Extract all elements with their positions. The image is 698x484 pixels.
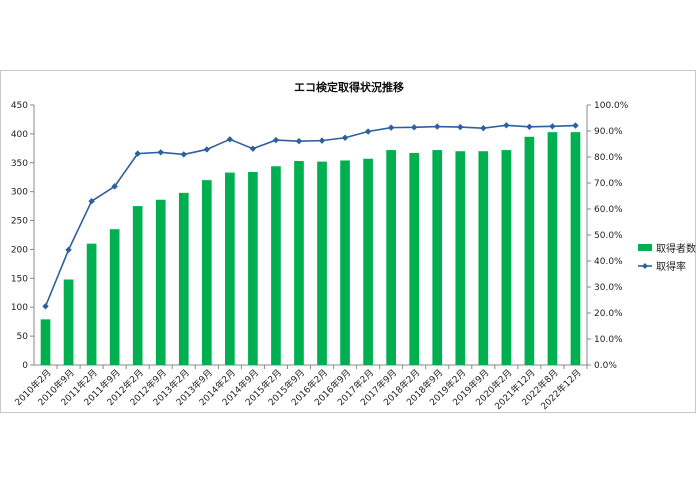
line-point [295, 137, 303, 145]
y-right-tick-label: 20.0% [594, 309, 623, 319]
bar [40, 319, 51, 365]
y-left-tick-label: 200 [11, 245, 28, 255]
bar [547, 132, 558, 365]
legend-label-bar: 取得者数 [656, 242, 696, 255]
bar [86, 243, 97, 365]
bar [524, 136, 535, 365]
line-point [457, 123, 464, 131]
y-left-tick-label: 150 [11, 274, 28, 284]
series-line [44, 124, 576, 307]
legend-label-line: 取得率 [656, 260, 686, 273]
line-point [111, 183, 118, 190]
bar [109, 229, 120, 365]
bar [340, 160, 350, 365]
y-left-tick-label: 50 [17, 332, 29, 342]
legend-line-marker [642, 263, 648, 269]
bar [178, 192, 189, 365]
line-point [272, 136, 280, 144]
line-point [526, 123, 533, 131]
bar [386, 150, 396, 365]
line-point [134, 150, 141, 157]
chart-frame: エコ検定取得状況推移 0 50 100 150 200 250 300 350 400 450 0.… [0, 70, 696, 413]
line-point [65, 246, 72, 254]
bar [201, 180, 212, 365]
bar [132, 206, 143, 365]
y-left-tick-label: 250 [11, 217, 28, 227]
bar [455, 151, 466, 365]
line-point [318, 137, 326, 144]
bar [317, 161, 327, 365]
bar [155, 199, 166, 365]
line-point [503, 122, 510, 129]
y-left-tick-label: 400 [11, 130, 28, 140]
bar [225, 172, 235, 365]
y-left-tick-label: 350 [11, 159, 28, 169]
bar [271, 166, 281, 365]
y-right-tick-label: 100.0% [594, 101, 629, 111]
line-point [203, 146, 211, 153]
y-left-tick-label: 450 [11, 101, 28, 111]
bar [294, 161, 304, 365]
y-left-tick-label: 100 [11, 303, 28, 313]
combo-chart: エコ検定取得状況推移 0 50 100 150 200 250 300 350 400 450 0.… [11, 80, 696, 412]
line-point [249, 145, 257, 152]
bar [478, 151, 489, 365]
y-left-tick-label: 0 [22, 361, 28, 371]
line-point [364, 128, 372, 135]
line-point [549, 123, 556, 130]
bar [248, 172, 258, 365]
line-point [387, 124, 395, 131]
bar [363, 158, 373, 365]
bar [409, 152, 420, 365]
line-point [341, 134, 349, 141]
y-right-tick-label: 50.0% [594, 231, 623, 241]
bar [570, 132, 581, 365]
y-right-tick-label: 0.0% [594, 361, 617, 371]
legend-bar-swatch [638, 244, 652, 251]
bar [63, 279, 74, 365]
y-right-tick-label: 80.0% [594, 153, 623, 163]
bar [432, 150, 443, 365]
line-point [434, 123, 441, 130]
line-point [480, 124, 487, 132]
chart-title: エコ検定取得状況推移 [294, 80, 404, 94]
y-right-tick-label: 60.0% [594, 205, 623, 215]
y-right-tick-label: 30.0% [594, 283, 623, 293]
y-right-tick-label: 10.0% [594, 335, 623, 345]
line-point [226, 136, 234, 143]
line-point [157, 149, 164, 156]
line-point [88, 198, 95, 205]
line-point [410, 124, 418, 131]
y-right-tick-label: 90.0% [594, 127, 623, 137]
y-left-tick-label: 300 [11, 188, 28, 198]
line-point [42, 303, 49, 310]
line-point [180, 151, 187, 158]
y-right-tick-label: 40.0% [594, 257, 623, 267]
bar [501, 150, 512, 365]
line-point [572, 122, 579, 129]
y-right-tick-label: 70.0% [594, 179, 623, 189]
